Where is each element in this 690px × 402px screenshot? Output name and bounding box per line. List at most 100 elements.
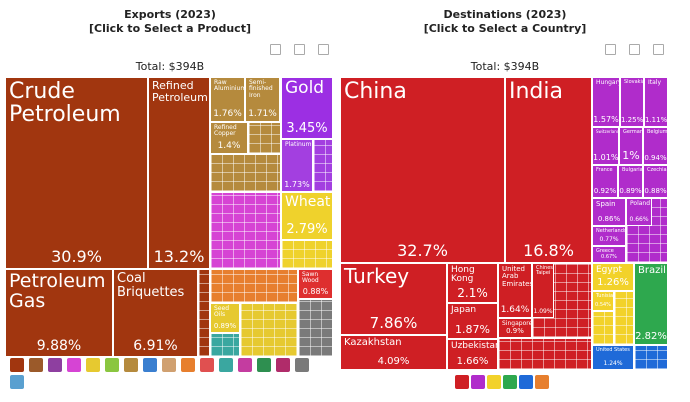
legend-icon[interactable] [29,358,43,372]
cell-value-label: 6.91% [133,338,178,354]
legend-icon[interactable] [48,358,62,372]
cell-label: Hungary [596,79,620,86]
legend-icon[interactable] [200,358,214,372]
treemap-cell[interactable]: Gold 3.45% [281,77,333,139]
cell-value-label: 2.79% [286,222,328,237]
treemap-cell[interactable]: France 0.92% [592,165,618,198]
treemap-cell[interactable]: Singapore 0.9% [498,318,532,338]
cluster-bg [592,311,614,345]
treemap-cell[interactable]: Turkey 7.86% [340,263,447,335]
cell-value-label: 0.94% [644,154,667,162]
cell-label: Spain [596,200,616,208]
treemap-cell[interactable]: Petroleum Gas 9.88% [5,269,113,357]
cell-value-label: 1.57% [593,115,619,124]
legend-icon[interactable] [143,358,157,372]
legend-icon[interactable] [487,375,501,389]
treemap-cell[interactable]: Hungary 1.57% [592,77,620,127]
toolbar-icon[interactable] [605,44,616,55]
legend-icon[interactable] [10,375,24,389]
treemap-cell[interactable]: Raw Aluminium 1.76% [210,77,245,122]
treemap-cell[interactable]: Egypt 1.26% [592,263,634,291]
treemap-cell[interactable]: Spain 0.86% [592,198,626,226]
cell-label: United Arab Emirates [502,265,532,288]
cell-label: Sawn Wood [302,271,319,285]
treemap-cell[interactable]: Uzbekistan 1.66% [447,339,498,370]
legend-icon[interactable] [219,358,233,372]
treemap-cell[interactable]: Hong Kong 2.1% [447,263,498,303]
treemap-cell[interactable]: Germany 1% [619,127,643,165]
treemap-cell[interactable]: United States 1.24% [592,345,634,370]
treemap-cell[interactable]: Refined Copper 1.4% [210,122,248,154]
chart-title: Exports (2023) [124,8,216,21]
cell-value-label: 0.54% [595,302,611,308]
treemap-cell[interactable]: Switzerland 1.01% [592,127,619,165]
legend-icon[interactable] [295,358,309,372]
treemap-cell[interactable]: Brazil 2.82% [634,263,668,345]
treemap-cell[interactable]: Japan 1.87% [447,303,498,339]
treemap-cell[interactable]: Crude Petroleum 30.9% [5,77,148,269]
treemap-cell[interactable]: Seed Oils 0.89% [210,303,240,333]
legend-icon[interactable] [67,358,81,372]
treemap-cell[interactable]: Platinum 1.73% [281,139,313,192]
cluster-bg [614,291,634,345]
treemap-cell[interactable]: Czechia 0.88% [643,165,668,198]
cell-label: Egypt [596,265,622,275]
treemap-cell[interactable]: Bulgaria 0.89% [618,165,643,198]
legend-icon[interactable] [519,375,533,389]
legend-icon[interactable] [181,358,195,372]
treemap-cell[interactable]: Italy 1.11% [644,77,668,127]
treemap-cell[interactable]: Netherlands 0.77% [592,226,626,246]
legend-icon[interactable] [105,358,119,372]
chart-subtitle[interactable]: [Click to Select a Product] [89,22,251,35]
cluster-bg [198,269,210,357]
chart-title: Destinations (2023) [443,8,567,21]
cell-label: Refined Petroleum [152,79,208,104]
treemap-cell[interactable]: Chinese Taipei 1.09% [532,263,554,318]
cell-value-label: 2.82% [635,331,667,342]
treemap-cell[interactable]: Belgium 0.94% [643,127,668,165]
treemap-cell[interactable]: Sawn Wood 0.88% [298,269,333,299]
cell-label: Semi-finished Iron [249,79,273,99]
treemap-cell[interactable]: Wheat 2.79% [281,192,333,240]
cell-label: Seed Oils [214,305,229,319]
treemap-cell[interactable]: Coal Briquettes 6.91% [113,269,198,357]
cell-label: Petroleum Gas [9,270,106,312]
legend-icon[interactable] [238,358,252,372]
legend-icon[interactable] [10,358,24,372]
toolbar-icon[interactable] [270,44,281,55]
chart-subtitle[interactable]: [Click to Select a Country] [423,22,587,35]
cell-value-label: 1.24% [603,360,623,367]
treemap-cell[interactable]: Kazakhstan 4.09% [340,335,447,370]
toolbar-icon[interactable] [653,44,664,55]
cell-value-label: 1.09% [533,308,553,315]
cell-value-label: 1% [622,149,640,162]
legend-icon[interactable] [471,375,485,389]
treemap-cell[interactable]: Poland 0.66% [626,198,652,226]
treemap-cell[interactable]: Semi-finished Iron 1.71% [245,77,280,122]
total-label: Total: $394B [135,60,205,73]
legend-icon[interactable] [162,358,176,372]
cell-value-label: 16.8% [523,241,574,260]
legend-icon[interactable] [503,375,517,389]
legend-icon[interactable] [86,358,100,372]
treemap-cell[interactable]: United Arab Emirates 1.64% [498,263,532,318]
cell-label: Singapore [502,320,532,327]
toolbar-icon[interactable] [318,44,329,55]
legend-icon[interactable] [535,375,549,389]
cluster-bg [210,269,298,303]
treemap-cell[interactable]: China 32.7% [340,77,505,263]
toolbar-icon[interactable] [629,44,640,55]
legend-icon[interactable] [276,358,290,372]
treemap-cell[interactable]: India 16.8% [505,77,592,263]
cell-value-label: 0.66% [629,216,649,223]
toolbar-icon[interactable] [294,44,305,55]
cell-value-label: 0.92% [593,187,617,195]
cell-value-label: 3.45% [286,121,328,136]
treemap-cell[interactable]: Refined Petroleum 13.2% [148,77,210,269]
treemap-cell[interactable]: Greece 0.67% [592,246,626,263]
legend-icon[interactable] [124,358,138,372]
treemap-cell[interactable]: Tunisia 0.54% [592,291,614,311]
legend-icon[interactable] [257,358,271,372]
treemap-cell[interactable]: Slovakia 1.25% [620,77,644,127]
legend-icon[interactable] [455,375,469,389]
